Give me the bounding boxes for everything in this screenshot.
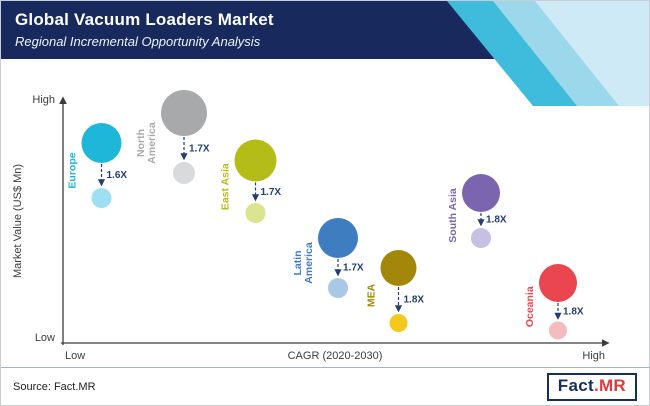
multiplier-label-north-america: 1.7X [189, 144, 210, 155]
y-axis-low-label: Low [35, 332, 55, 344]
region-label-north-america: NorthAmerica [135, 122, 158, 164]
region-group-europe: 1.6X Europe [67, 123, 128, 208]
region-bubble-north-america [161, 90, 207, 136]
header-banner: Global Vacuum Loaders Market Regional In… [1, 1, 649, 59]
bubble-chart: High Low Low High CAGR (2020-2030) Marke… [1, 59, 649, 369]
multiplier-label-south-asia: 1.8X [486, 215, 507, 226]
region-bubble-europe [81, 123, 122, 163]
region-label-south-asia: South Asia [447, 188, 459, 243]
opportunity-bubble-south-asia [471, 228, 491, 248]
y-axis-title: Market Value (US$ Mn) [12, 164, 24, 278]
region-label-east-asia: East Asia [220, 163, 232, 210]
logo-mr-text: .MR [593, 375, 626, 395]
multiplier-label-east-asia: 1.7X [261, 187, 282, 198]
y-axis-high-label: High [32, 94, 55, 106]
opportunity-bubble-latin-america [328, 278, 348, 298]
opportunity-bubble-oceania [549, 321, 567, 340]
x-axis-low-label: Low [65, 350, 85, 362]
region-group-east-asia: 1.7X East Asia [220, 139, 282, 223]
footer: Source: Fact.MR Fact.MR [1, 367, 649, 405]
region-group-mea: 1.8X MEA [366, 250, 425, 332]
region-label-mea: MEA [366, 283, 378, 307]
region-label-latin-america: LatinAmerica [292, 242, 315, 284]
multiplier-label-mea: 1.8X [404, 295, 425, 306]
page-subtitle: Regional Incremental Opportunity Analysi… [15, 34, 261, 49]
multiplier-label-europe: 1.6X [107, 170, 128, 181]
x-axis-title: CAGR (2020-2030) [288, 350, 383, 362]
region-group-north-america: 1.7X NorthAmerica [135, 90, 210, 184]
factmr-logo: Fact.MR [546, 372, 637, 401]
opportunity-bubble-north-america [173, 162, 195, 184]
opportunity-bubble-europe [91, 188, 112, 208]
region-group-oceania: 1.8X Oceania [524, 264, 584, 340]
opportunity-bubble-east-asia [245, 203, 266, 223]
region-bubble-east-asia [234, 139, 277, 182]
logo-fact-text: Fact [557, 375, 594, 395]
multiplier-label-oceania: 1.8X [563, 306, 584, 317]
opportunity-bubble-mea [389, 314, 408, 332]
multiplier-label-latin-america: 1.7X [343, 263, 364, 274]
region-label-oceania: Oceania [524, 286, 536, 327]
region-group-latin-america: 1.7X LatinAmerica [292, 218, 364, 298]
region-label-europe: Europe [67, 152, 79, 188]
region-group-south-asia: 1.8X South Asia [447, 174, 507, 248]
region-bubble-oceania [539, 264, 577, 302]
region-bubble-south-asia [462, 174, 500, 212]
chart-canvas: High Low Low High CAGR (2020-2030) Marke… [12, 90, 610, 362]
region-bubble-mea [380, 250, 417, 286]
source-note: Source: Fact.MR [13, 380, 96, 393]
x-axis-high-label: High [582, 350, 605, 362]
page-title: Global Vacuum Loaders Market [15, 10, 274, 29]
region-bubble-latin-america [318, 218, 358, 258]
